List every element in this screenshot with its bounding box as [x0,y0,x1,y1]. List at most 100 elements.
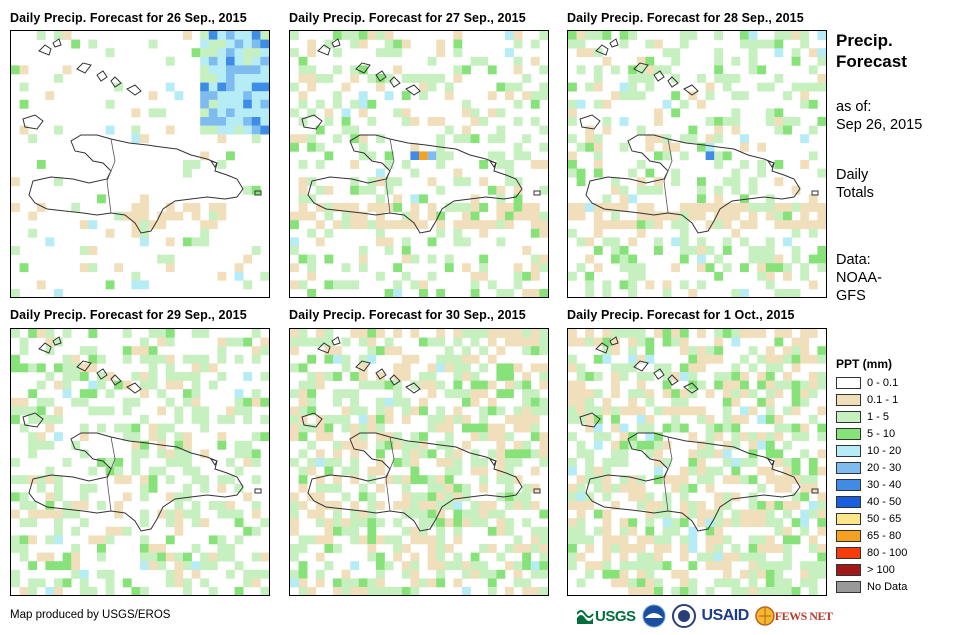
precip-cell [307,337,317,347]
precip-cell [783,578,792,588]
precip-cell [54,74,63,83]
precip-cell [808,380,818,390]
precip-cell [350,74,360,83]
precip-cell [298,329,308,338]
precip-cell [679,134,689,144]
precip-cell [251,91,261,101]
precip-cell [427,552,437,562]
precip-cell [444,151,454,161]
precip-cell [462,329,471,338]
precip-cell [401,39,411,49]
precip-cell [217,415,227,424]
precip-cell [384,31,394,40]
precip-cell [619,82,629,92]
precip-cell [679,578,689,588]
precip-cell [341,415,351,424]
precip-cell [774,220,784,230]
precip-cell [654,509,663,519]
precip-cell [410,280,420,290]
precip-cell [530,263,540,273]
precip-cell [140,194,149,204]
precip-cell [307,440,317,450]
island-coastline [254,488,262,494]
precip-cell [410,458,420,467]
precip-cell [341,31,351,40]
forecast-map-5 [289,328,549,596]
precip-cell [496,509,506,519]
precip-cell [174,440,184,450]
precip-cell [513,406,523,416]
precip-cell [45,337,55,347]
precip-cell [748,389,758,399]
precip-cell [808,125,818,135]
precip-cell [427,82,437,92]
precip-cell [234,535,244,545]
precip-cell [307,39,317,49]
precip-cell [800,271,810,281]
precip-cell [628,74,638,83]
precip-cell [393,220,403,230]
precip-cell [251,389,261,399]
precip-cell [722,389,732,399]
precip-cell [200,39,210,49]
precip-cell [401,458,411,467]
island-coastline [126,382,142,394]
precip-cell [705,475,715,485]
precip-cell [226,117,235,126]
precip-cell [350,587,360,595]
precip-cell [722,535,732,545]
precip-cell [697,280,706,290]
precip-cell [697,363,706,373]
precip-cell [539,31,548,40]
precip-cell [298,569,308,579]
precip-cell [367,578,377,588]
precip-cell [384,440,394,450]
precip-cell [808,220,818,230]
precip-cell [714,526,724,536]
precip-cell [191,160,201,169]
precip-cell [157,406,167,416]
precip-cell [341,406,351,416]
precip-cell [376,432,385,442]
precip-cell [436,475,446,485]
precip-cell [800,346,810,356]
precip-cell [611,372,620,381]
precip-cell [453,337,463,347]
precip-cell [757,544,767,553]
precip-cell [645,535,655,545]
precip-cell [333,346,342,356]
precip-cell [427,501,437,510]
precip-cell [645,346,655,356]
precip-cell [183,237,192,247]
precip-cell [427,561,437,571]
precip-cell [410,552,420,562]
precip-cell [341,363,351,373]
precip-cell [174,561,184,571]
precip-cell [367,509,377,519]
precip-cell [208,552,218,562]
precip-cell [800,91,810,101]
precip-cell [358,142,368,152]
precip-cell [576,263,586,273]
precip-cell [688,346,698,356]
precip-cell [260,91,269,101]
precip-cell [165,329,175,338]
precip-cell [765,117,775,126]
precip-cell [628,168,638,178]
precip-cell [174,492,184,502]
precip-cell [602,337,612,347]
precip-cell [539,561,548,571]
precip-cell [122,380,132,390]
precip-cell [731,432,741,442]
precip-cell [376,177,385,187]
precip-cell [611,337,620,347]
precip-cell [611,440,620,450]
precip-cell [697,501,706,510]
precip-cell [679,466,689,476]
precip-cell [367,99,377,109]
precip-cell [731,492,741,502]
precip-cell [62,509,72,519]
precip-cell [800,82,810,92]
precip-cell [384,475,394,485]
precip-cell [290,134,299,144]
